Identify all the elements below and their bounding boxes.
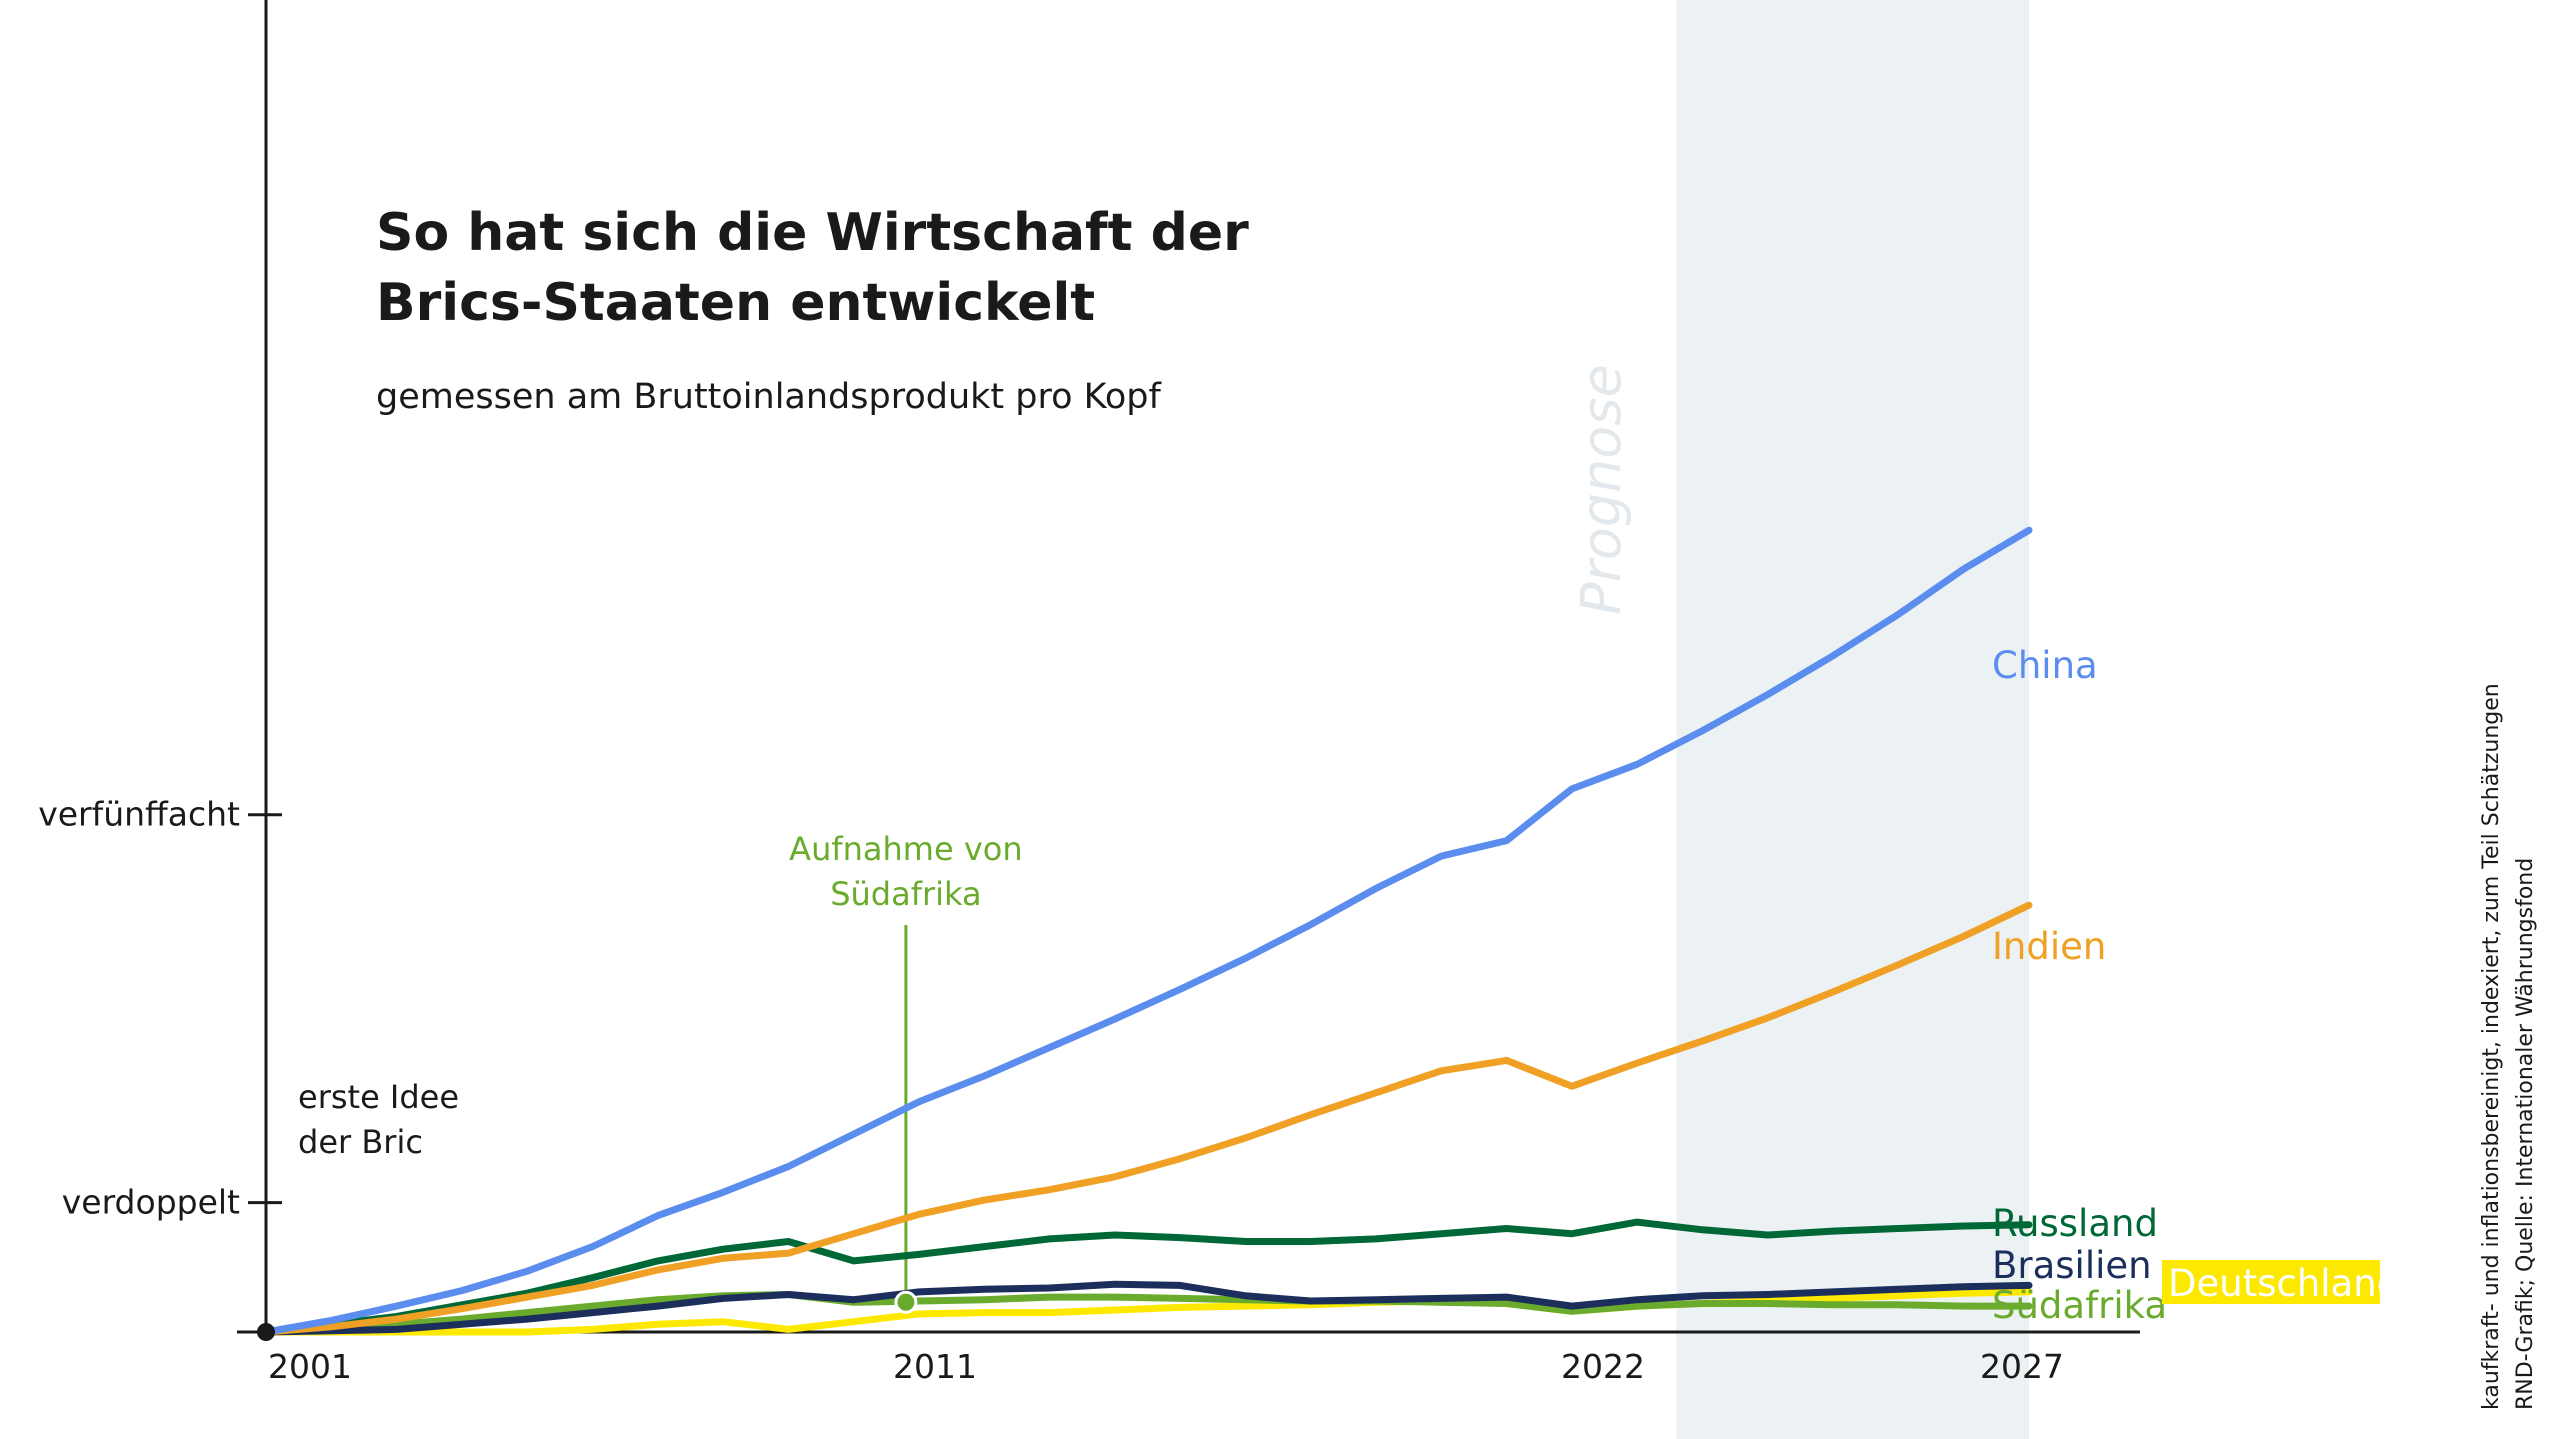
series-end-label: Südafrika — [1992, 1284, 2167, 1327]
series-line-indien — [262, 901, 2033, 1336]
annotation-text: Aufnahme von — [789, 830, 1022, 868]
annotation-text: der Bric — [298, 1123, 423, 1161]
x-tick-label: 2011 — [893, 1347, 977, 1386]
x-ticks: 2001 2011 2022 2027 — [268, 1347, 2064, 1386]
series-line-brasilien — [262, 1280, 2033, 1336]
markers — [257, 1290, 918, 1341]
series-end-label: Indien — [1992, 925, 2106, 968]
series-end-label: Deutschland — [2168, 1262, 2400, 1305]
chart-subtitle: gemessen am Bruttoinlandsprodukt pro Kop… — [376, 377, 1161, 417]
series-end-label: Brasilien — [1992, 1244, 2152, 1287]
y-tick-label: verdoppelt — [62, 1183, 240, 1222]
x-tick-label: 2027 — [1980, 1347, 2064, 1386]
source-note-line-1: kaufkraft- und inflationsbereinigt, inde… — [2479, 683, 2504, 1410]
series-end-label: Russland — [1992, 1202, 2158, 1245]
series-line-südafrika — [262, 1291, 2033, 1336]
annotations: erste Idee der Bric Aufnahme von Südafrika — [264, 830, 1023, 1332]
annotation-text: Südafrika — [830, 875, 981, 913]
chart-title-line-1: So hat sich die Wirtschaft der — [376, 203, 1249, 263]
x-tick-label: 2022 — [1561, 1347, 1645, 1386]
y-tick-label: verfünffacht — [38, 795, 240, 834]
series-end-label-box — [2162, 1260, 2380, 1304]
forecast-band — [1676, 0, 2029, 1439]
chart-title-line-2: Brics-Staaten entwickelt — [376, 273, 1095, 333]
series-line-china — [262, 526, 2033, 1336]
series-end-labels: China Indien RusslandBrasilienSüdafrikaDeu… — [1992, 644, 2400, 1327]
forecast-label: Prognose — [1570, 364, 1633, 615]
series-line-russland — [262, 1218, 2033, 1336]
annotation-text: erste Idee — [298, 1078, 459, 1116]
suedafrika-marker — [894, 1290, 918, 1314]
start-marker — [257, 1323, 275, 1341]
series-lines — [262, 526, 2033, 1336]
source-note-line-2: RND-Grafik; Quelle: Internationaler Währ… — [2513, 858, 2538, 1410]
series-end-label: China — [1992, 644, 2098, 687]
y-ticks: verdoppelt verfünffacht — [38, 795, 282, 1222]
x-tick-label: 2001 — [268, 1347, 352, 1386]
